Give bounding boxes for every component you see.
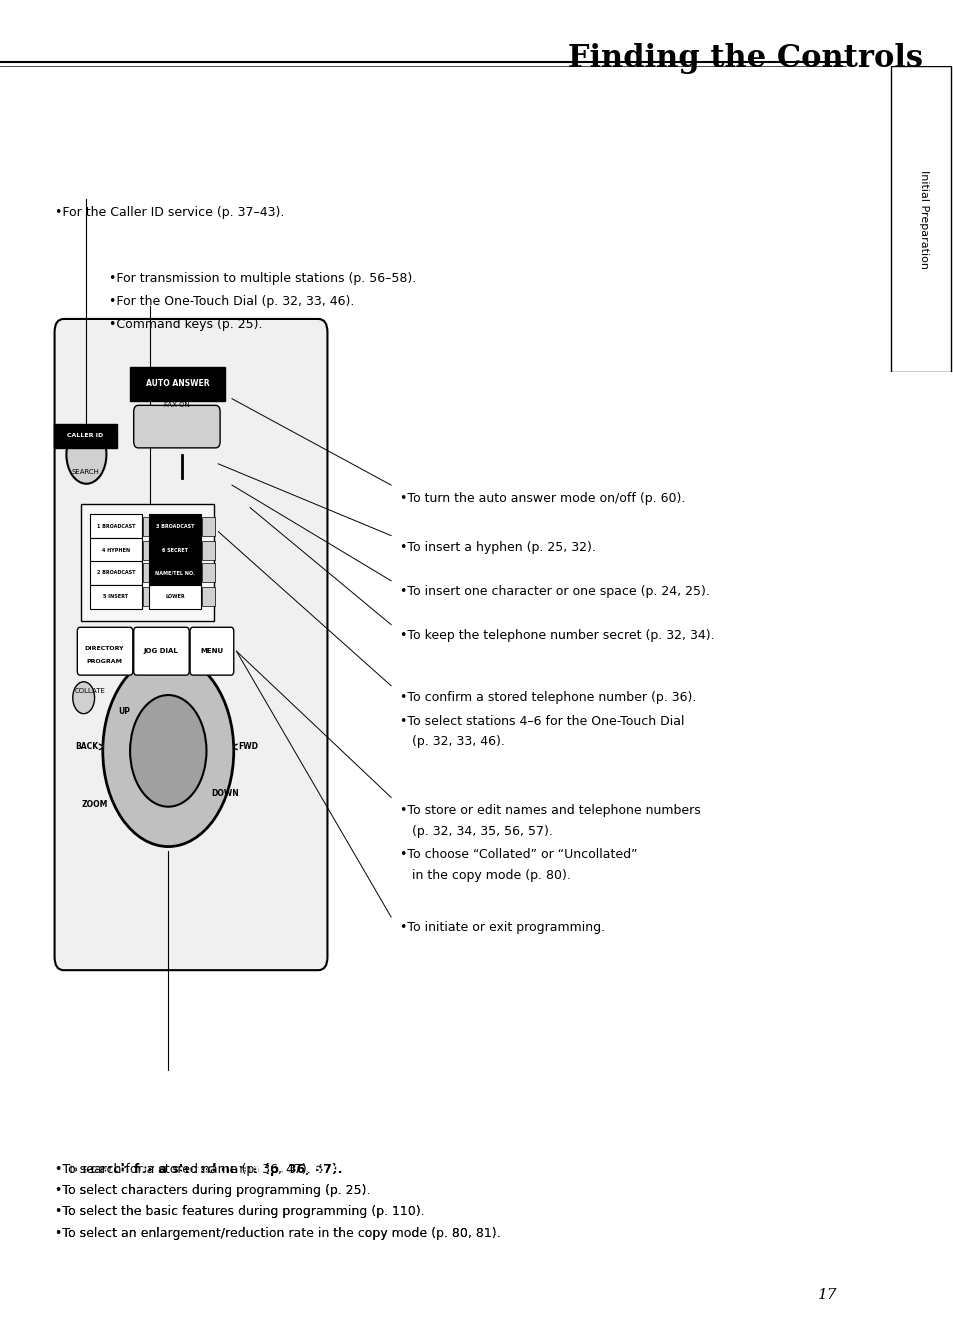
FancyBboxPatch shape	[143, 541, 155, 560]
Text: (p. 32, 33, 46).: (p. 32, 33, 46).	[400, 735, 504, 748]
Text: 2 BROADCAST: 2 BROADCAST	[96, 570, 135, 575]
FancyBboxPatch shape	[130, 367, 225, 401]
Text: PROGRAM: PROGRAM	[87, 659, 123, 664]
Text: •To insert one character or one space (p. 24, 25).: •To insert one character or one space (p…	[400, 585, 709, 598]
FancyBboxPatch shape	[143, 563, 155, 582]
Text: 1 BROADCAST: 1 BROADCAST	[96, 524, 135, 529]
Text: ZOOM: ZOOM	[82, 800, 108, 808]
Text: JOG DIAL: JOG DIAL	[144, 649, 178, 654]
FancyBboxPatch shape	[149, 514, 201, 538]
Text: •For transmission to multiple stations (p. 56–58).: •For transmission to multiple stations (…	[109, 272, 416, 286]
Text: 5 INSERT: 5 INSERT	[103, 594, 129, 599]
FancyBboxPatch shape	[90, 585, 142, 609]
Text: •To select the basic features during programming (p. 110).: •To select the basic features during pro…	[54, 1205, 424, 1219]
Text: CALLER ID: CALLER ID	[68, 433, 104, 439]
Text: DOWN: DOWN	[211, 789, 238, 797]
Text: SEARCH: SEARCH	[71, 469, 99, 474]
Text: •To confirm a stored telephone number (p. 36).: •To confirm a stored telephone number (p…	[400, 691, 696, 704]
Text: in the copy mode (p. 80).: in the copy mode (p. 80).	[400, 869, 571, 882]
Text: 4 HYPHEN: 4 HYPHEN	[102, 548, 130, 553]
FancyBboxPatch shape	[90, 538, 142, 562]
Text: •To select stations 4–6 for the One-Touch Dial: •To select stations 4–6 for the One-Touc…	[400, 715, 684, 728]
FancyBboxPatch shape	[149, 561, 201, 585]
Circle shape	[72, 682, 94, 714]
FancyBboxPatch shape	[90, 561, 142, 585]
Text: •For the One-Touch Dial (p. 32, 33, 46).: •For the One-Touch Dial (p. 32, 33, 46).	[109, 295, 355, 308]
Text: Finding the Controls: Finding the Controls	[568, 43, 923, 73]
Text: AUTO ANSWER: AUTO ANSWER	[146, 379, 209, 388]
Text: •To choose “Collated” or “Uncollated”: •To choose “Collated” or “Uncollated”	[400, 848, 637, 861]
FancyBboxPatch shape	[149, 585, 201, 609]
FancyBboxPatch shape	[202, 541, 214, 560]
Text: 6 SECRET: 6 SECRET	[162, 548, 188, 553]
FancyBboxPatch shape	[90, 514, 142, 538]
FancyBboxPatch shape	[133, 405, 220, 448]
Text: DIRECTORY: DIRECTORY	[85, 646, 124, 651]
Circle shape	[103, 655, 233, 847]
Circle shape	[67, 425, 107, 484]
Text: •To store or edit names and telephone numbers: •To store or edit names and telephone nu…	[400, 804, 700, 817]
Text: BACK: BACK	[75, 743, 98, 751]
Text: •For the Caller ID service (p. 37–43).: •For the Caller ID service (p. 37–43).	[54, 206, 284, 219]
Text: NAME/TEL NO.: NAME/TEL NO.	[155, 570, 194, 575]
Text: •To search for a stored name (p. 36, 47).: •To search for a stored name (p. 36, 47)…	[54, 1163, 342, 1176]
Text: •To select characters during programming (p. 25).: •To select characters during programming…	[54, 1184, 370, 1197]
Text: •To select the basic features during programming (p. 110).: •To select the basic features during pro…	[54, 1205, 497, 1219]
Text: •To select an enlargement/reduction rate in the copy mode (p. 80, 81).: •To select an enlargement/reduction rate…	[54, 1227, 499, 1240]
Text: •Command keys (p. 25).: •Command keys (p. 25).	[109, 318, 262, 331]
Text: •To select characters during programming (p. 25).: •To select characters during programming…	[54, 1184, 432, 1197]
Text: •To search for a stored name (p. 36, 47).: •To search for a stored name (p. 36, 47)…	[54, 1163, 310, 1176]
Text: UP: UP	[118, 707, 131, 715]
Text: •To search for a stored name (p. 36, 47).: •To search for a stored name (p. 36, 47)…	[54, 1163, 360, 1176]
FancyBboxPatch shape	[143, 587, 155, 606]
Text: 3 BROADCAST: 3 BROADCAST	[155, 524, 194, 529]
FancyBboxPatch shape	[202, 587, 214, 606]
Text: •To insert a hyphen (p. 25, 32).: •To insert a hyphen (p. 25, 32).	[400, 541, 596, 554]
Text: MENU: MENU	[200, 649, 223, 654]
Text: 17: 17	[817, 1288, 837, 1302]
Text: •To turn the auto answer mode on/off (p. 60).: •To turn the auto answer mode on/off (p.…	[400, 492, 685, 505]
Text: •To select the basic features during programming (p. 110).: •To select the basic features during pro…	[54, 1205, 424, 1219]
Text: •To select an enlargement/reduction rate in the copy mode (p. 80, 81).: •To select an enlargement/reduction rate…	[54, 1227, 499, 1240]
FancyBboxPatch shape	[133, 627, 189, 675]
Text: •To select an enlargement/reduction rate in the copy mode (p. 80, 81).: •To select an enlargement/reduction rate…	[54, 1227, 585, 1240]
Text: •To keep the telephone number secret (p. 32, 34).: •To keep the telephone number secret (p.…	[400, 629, 714, 642]
FancyBboxPatch shape	[190, 627, 233, 675]
Text: FWD: FWD	[238, 743, 258, 751]
FancyBboxPatch shape	[202, 563, 214, 582]
Text: LOWER: LOWER	[165, 594, 185, 599]
Circle shape	[130, 695, 206, 807]
Text: •To select characters during programming (p. 25).: •To select characters during programming…	[54, 1184, 370, 1197]
Text: FAX ON: FAX ON	[164, 403, 190, 408]
Text: Initial Preparation: Initial Preparation	[918, 170, 928, 268]
FancyBboxPatch shape	[143, 517, 155, 536]
FancyBboxPatch shape	[54, 319, 327, 970]
FancyBboxPatch shape	[149, 538, 201, 562]
Text: •To initiate or exit programming.: •To initiate or exit programming.	[400, 921, 605, 934]
FancyBboxPatch shape	[77, 627, 132, 675]
FancyBboxPatch shape	[202, 517, 214, 536]
Text: COLLATE: COLLATE	[74, 688, 106, 694]
FancyBboxPatch shape	[53, 424, 117, 448]
FancyBboxPatch shape	[81, 504, 213, 621]
Text: (p. 32, 34, 35, 56, 57).: (p. 32, 34, 35, 56, 57).	[400, 825, 553, 839]
